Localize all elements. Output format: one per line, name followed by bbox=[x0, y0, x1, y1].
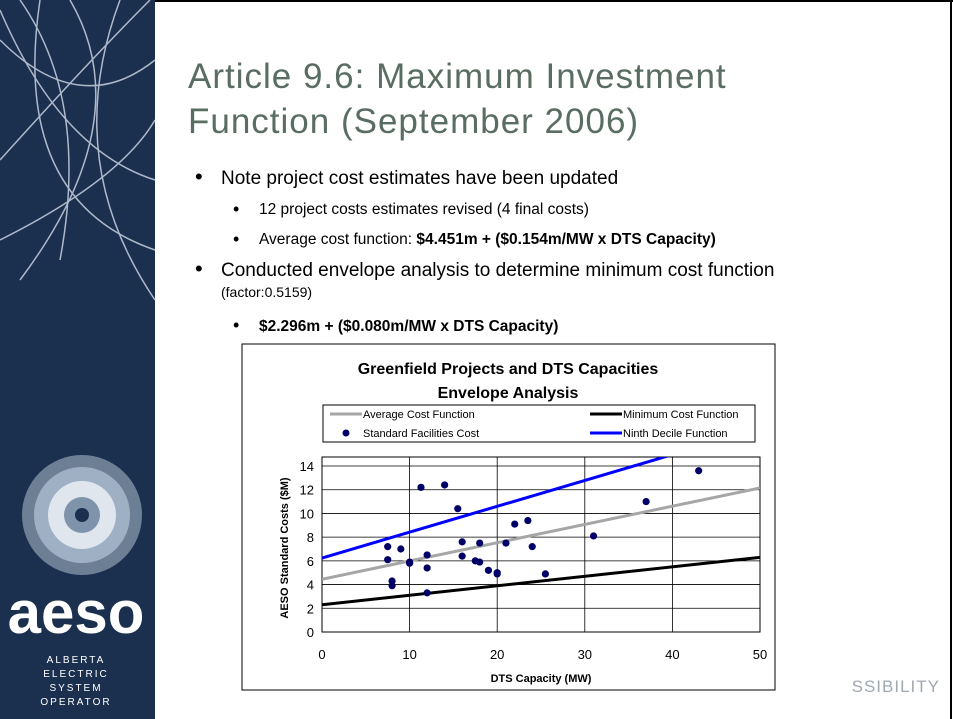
plot-clip bbox=[322, 457, 760, 607]
legend-label: Standard Facilities Cost bbox=[363, 428, 479, 440]
logo-name: aeso bbox=[8, 579, 145, 646]
y-tick-label: 2 bbox=[307, 601, 314, 616]
y-tick-label: 14 bbox=[300, 459, 314, 474]
point bbox=[417, 483, 425, 491]
logo-line: SYSTEM bbox=[49, 683, 102, 694]
x-tick-label: 20 bbox=[490, 647, 504, 662]
point bbox=[441, 481, 449, 489]
point bbox=[642, 497, 650, 506]
point bbox=[589, 532, 598, 540]
legend-label: Minimum Cost Function bbox=[623, 409, 739, 421]
y-tick-label: 4 bbox=[307, 578, 314, 593]
point bbox=[524, 516, 532, 525]
logo-line: ELECTRIC bbox=[43, 669, 108, 680]
y-axis-label: AESO Standard Costs ($M) bbox=[279, 477, 291, 619]
point bbox=[384, 543, 392, 551]
x-tick-label: 40 bbox=[665, 647, 679, 662]
point bbox=[458, 538, 466, 546]
y-tick-label: 0 bbox=[307, 625, 314, 640]
point bbox=[423, 589, 431, 597]
bullet-formula: $4.451m + ($0.154m/MW x DTS Capacity) bbox=[416, 231, 715, 248]
chart-title: Greenfield Projects and DTS Capacities bbox=[358, 361, 659, 378]
point bbox=[458, 552, 466, 560]
slide-title: Article 9.6: Maximum Investment bbox=[188, 57, 727, 96]
plot-area bbox=[321, 456, 761, 633]
point bbox=[695, 467, 703, 475]
bullet-text: Average cost function: bbox=[259, 231, 416, 248]
x-tick-label: 0 bbox=[318, 647, 325, 662]
point bbox=[388, 582, 396, 590]
point bbox=[493, 570, 501, 578]
point bbox=[454, 505, 462, 513]
bullet: Note project cost estimates have been up… bbox=[221, 168, 618, 189]
logo-line: ALBERTA bbox=[47, 655, 106, 666]
series-line bbox=[322, 486, 760, 581]
point bbox=[476, 539, 484, 547]
bullet-dot: • bbox=[195, 256, 203, 281]
point bbox=[397, 545, 405, 553]
bullet-dot: • bbox=[233, 229, 239, 249]
point bbox=[511, 520, 519, 528]
bullet-dot: • bbox=[233, 199, 239, 219]
y-tick-label: 8 bbox=[307, 530, 314, 545]
bullet-dot: • bbox=[195, 164, 203, 189]
bullet: Conducted envelope analysis to determine… bbox=[221, 260, 774, 281]
logo-line: OPERATOR bbox=[40, 697, 111, 708]
x-axis-label: DTS Capacity (MW) bbox=[491, 673, 592, 685]
point bbox=[484, 566, 493, 574]
bullet: 12 project costs estimates revised (4 fi… bbox=[259, 201, 589, 218]
y-tick-label: 6 bbox=[307, 554, 314, 569]
chart-title: Envelope Analysis bbox=[438, 385, 579, 402]
series-line bbox=[322, 457, 670, 560]
legend-label: Average Cost Function bbox=[363, 409, 475, 421]
x-tick-label: 50 bbox=[753, 647, 767, 662]
bullet: $2.296m + ($0.080m/MW x DTS Capacity) bbox=[259, 318, 558, 335]
point bbox=[541, 570, 549, 578]
x-tick-label: 10 bbox=[402, 647, 416, 662]
x-tick-label: 30 bbox=[578, 647, 592, 662]
bullets: • Note project cost estimates have been … bbox=[195, 164, 774, 335]
bullet-note: (factor:0.5159) bbox=[221, 284, 312, 300]
point bbox=[423, 564, 431, 572]
y-tick-label: 10 bbox=[300, 506, 314, 521]
legend-label: Ninth Decile Function bbox=[623, 428, 728, 440]
point bbox=[528, 543, 536, 551]
y-tick-label: 12 bbox=[300, 483, 314, 498]
side-strip: aeso ALBERTA ELECTRIC SYSTEM OPERATOR bbox=[0, 0, 156, 719]
series-line bbox=[322, 555, 760, 607]
point bbox=[502, 539, 510, 547]
legend bbox=[322, 404, 756, 443]
footer: SSIBILITY bbox=[852, 677, 940, 696]
slide-title: Function (September 2006) bbox=[188, 102, 639, 141]
point bbox=[406, 559, 414, 567]
point bbox=[476, 558, 484, 566]
bullet: Average cost function: $4.451m + ($0.154… bbox=[259, 231, 716, 248]
point bbox=[423, 551, 431, 559]
point bbox=[384, 556, 392, 564]
bullet-dot: • bbox=[233, 315, 239, 335]
legend-swatch bbox=[342, 429, 350, 437]
